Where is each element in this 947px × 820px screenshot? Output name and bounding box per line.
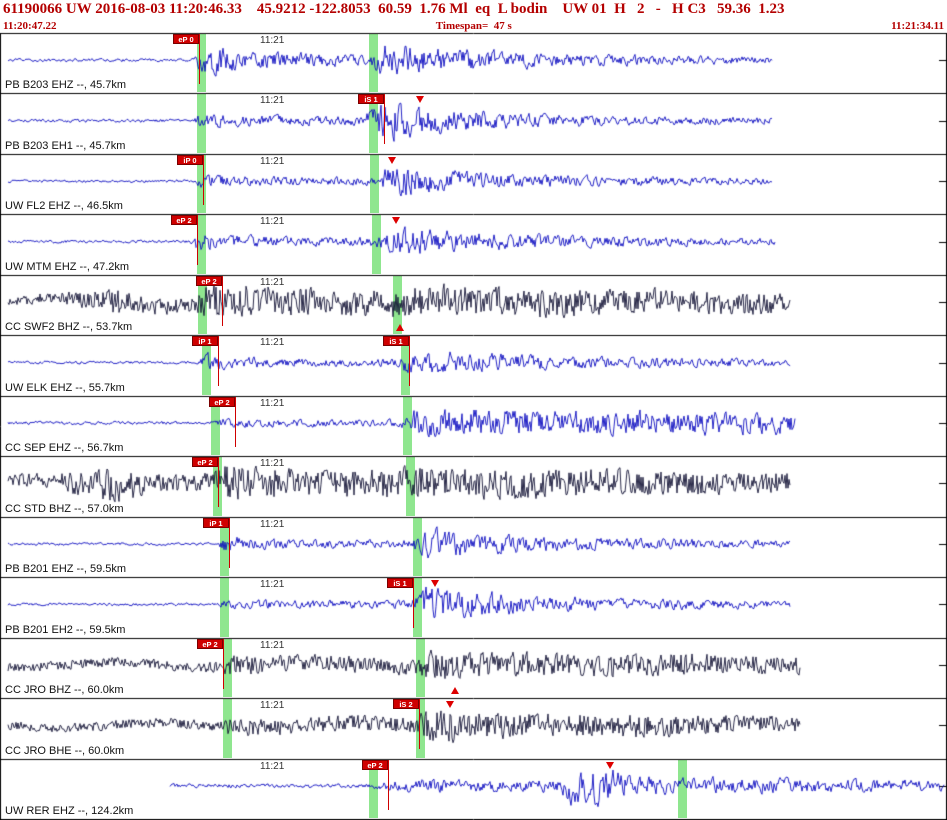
phase-pick-flag[interactable]: iP 1: [203, 517, 229, 528]
time-tick-label: 11:21: [260, 760, 285, 772]
pick-pole: [218, 336, 219, 387]
time-tick-label: 11:21: [260, 35, 285, 46]
pick-highlight-bar: [223, 699, 232, 758]
pick-pole: [388, 759, 389, 810]
time-tick-label: 11:21: [260, 276, 285, 288]
time-tick-label: 11:21: [260, 95, 285, 107]
station-label: PB B201 EH2 --, 59.5km: [5, 623, 126, 636]
station-label: CC JRO BHE --, 60.0km: [5, 744, 125, 757]
phase-pick-flag[interactable]: eP 0: [173, 34, 199, 44]
pick-highlight-bar: [197, 94, 206, 153]
pick-highlight-bar: [220, 578, 229, 637]
pick-highlight-bar: [413, 578, 422, 637]
pick-pole: [419, 699, 420, 750]
pick-pole: [197, 215, 198, 266]
pick-pole: [229, 517, 230, 568]
pick-pole: [199, 34, 200, 84]
station-label: PB B203 EHZ --, 45.7km: [5, 79, 127, 92]
pick-highlight-bar: [223, 638, 232, 698]
pick-pole: [223, 638, 224, 689]
time-tick-label: 11:21: [260, 155, 285, 167]
phase-pick-flag[interactable]: eP 2: [192, 457, 218, 468]
pick-highlight-bar: [197, 215, 206, 274]
time-tick-label: 11:21: [260, 337, 285, 349]
pick-highlight-bar: [372, 215, 381, 274]
pick-pole: [203, 154, 204, 205]
time-tick-label: 11:21: [260, 639, 285, 651]
phase-pick-flag[interactable]: iP 1: [192, 336, 218, 347]
station-label: CC STD BHZ --, 57.0km: [5, 502, 124, 515]
phase-pick-flag[interactable]: eP 2: [196, 275, 222, 286]
phase-pick-flag[interactable]: eP 2: [171, 215, 197, 226]
phase-pick-flag[interactable]: eP 2: [362, 759, 388, 770]
pick-pole: [222, 275, 223, 326]
station-label: CC JRO BHZ --, 60.0km: [5, 684, 124, 697]
time-tick-label: 11:21: [260, 700, 285, 712]
pick-highlight-bar: [369, 34, 378, 93]
arrival-marker-icon: [388, 156, 396, 164]
pick-pole: [218, 457, 219, 508]
station-label: CC SWF2 BHZ --, 53.7km: [5, 321, 133, 334]
phase-pick-flag[interactable]: eP 2: [197, 638, 223, 649]
arrival-marker-icon: [606, 761, 614, 769]
time-tick-label: 11:21: [260, 216, 285, 228]
time-tick-label: 11:21: [260, 579, 285, 591]
station-label: PB B203 EH1 --, 45.7km: [5, 139, 126, 152]
pick-pole: [235, 396, 236, 447]
station-label: UW FL2 EHZ --, 46.5km: [5, 200, 123, 213]
pick-highlight-bar: [416, 638, 425, 698]
arrival-marker-icon: [431, 580, 439, 588]
time-tick-label: 11:21: [260, 518, 285, 530]
pick-pole: [413, 578, 414, 629]
pick-pole: [384, 94, 385, 145]
pick-pole: [409, 336, 410, 387]
station-label: UW ELK EHZ --, 55.7km: [5, 381, 125, 394]
station-label: UW MTM EHZ --, 47.2km: [5, 260, 130, 273]
arrival-marker-icon: [446, 701, 454, 709]
phase-pick-flag[interactable]: iS 2: [393, 699, 419, 710]
phase-pick-flag[interactable]: iP 0: [177, 154, 203, 165]
arrival-marker-icon: [396, 324, 404, 332]
arrival-marker-icon: [451, 687, 459, 695]
station-label: PB B201 EHZ --, 59.5km: [5, 563, 127, 576]
pick-highlight-bar: [403, 396, 412, 456]
time-tick-label: 11:21: [260, 458, 285, 470]
phase-pick-flag[interactable]: eP 2: [209, 396, 235, 407]
pick-highlight-bar: [370, 154, 379, 214]
station-label: UW RER EHZ --, 124.2km: [5, 805, 134, 817]
station-label: CC SEP EHZ --, 56.7km: [5, 442, 124, 455]
arrival-marker-icon: [416, 96, 424, 104]
pick-highlight-bar: [678, 759, 687, 818]
phase-pick-flag[interactable]: iS 1: [387, 578, 413, 589]
pick-highlight-bar: [413, 517, 422, 577]
time-tick-label: 11:21: [260, 397, 285, 409]
arrival-marker-icon: [392, 217, 400, 225]
phase-pick-flag[interactable]: iS 1: [358, 94, 384, 105]
pick-highlight-bar: [406, 457, 415, 516]
phase-pick-flag[interactable]: iS 1: [383, 336, 409, 347]
